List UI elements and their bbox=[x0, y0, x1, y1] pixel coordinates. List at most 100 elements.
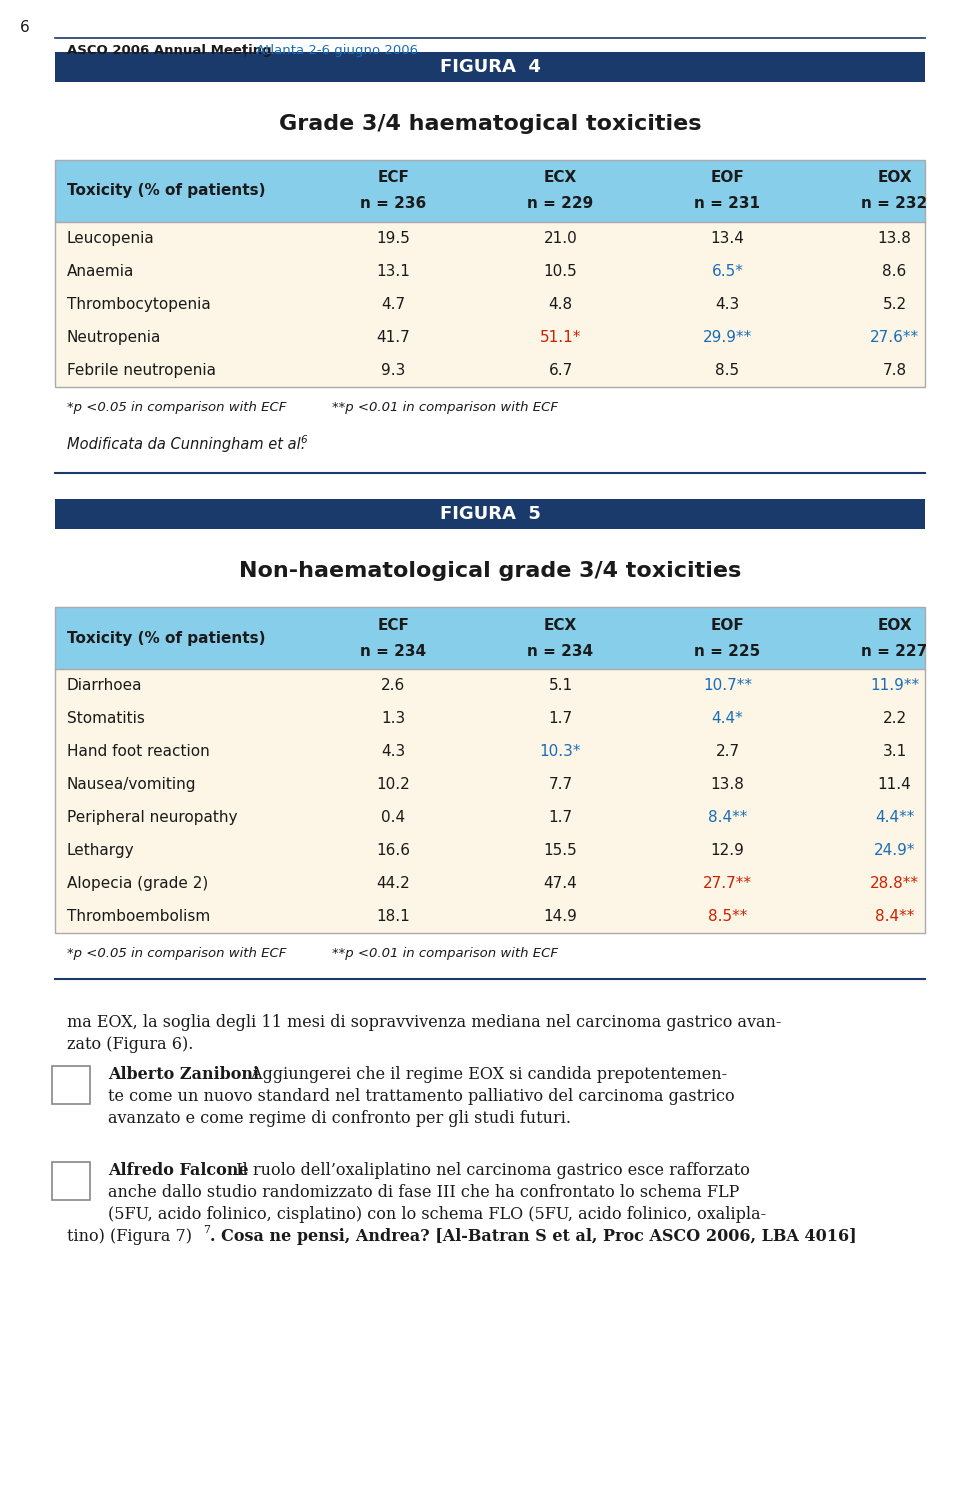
Text: FIGURA  4: FIGURA 4 bbox=[440, 58, 540, 76]
Text: n = 234: n = 234 bbox=[360, 644, 426, 659]
Text: 5.1: 5.1 bbox=[548, 678, 572, 693]
Text: ASCO 2006 Annual Meeting: ASCO 2006 Annual Meeting bbox=[67, 45, 272, 57]
Text: 2.2: 2.2 bbox=[882, 711, 906, 726]
Text: Peripheral neuropathy: Peripheral neuropathy bbox=[67, 810, 237, 825]
Text: ECX: ECX bbox=[544, 171, 577, 186]
Text: 16.6: 16.6 bbox=[376, 843, 411, 858]
Text: 11.9**: 11.9** bbox=[870, 678, 919, 693]
Text: n = 236: n = 236 bbox=[360, 196, 426, 211]
Text: Alberto Zaniboni: Alberto Zaniboni bbox=[108, 1066, 259, 1083]
Text: 5.2: 5.2 bbox=[882, 297, 906, 312]
Text: 6: 6 bbox=[300, 436, 306, 445]
Text: 7: 7 bbox=[203, 1225, 210, 1236]
Text: *p <0.05 in comparison with ECF: *p <0.05 in comparison with ECF bbox=[67, 401, 286, 413]
Text: 8.6: 8.6 bbox=[882, 265, 906, 280]
Text: 24.9*: 24.9* bbox=[874, 843, 915, 858]
Text: Febrile neutropenia: Febrile neutropenia bbox=[67, 363, 216, 378]
Text: 15.5: 15.5 bbox=[543, 843, 577, 858]
Text: tino) (Figura 7): tino) (Figura 7) bbox=[67, 1228, 192, 1245]
Text: Toxicity (% of patients): Toxicity (% of patients) bbox=[67, 183, 266, 198]
Text: 6.5*: 6.5* bbox=[711, 265, 743, 280]
FancyBboxPatch shape bbox=[55, 52, 925, 82]
Text: 6: 6 bbox=[20, 19, 30, 36]
Text: 51.1*: 51.1* bbox=[540, 330, 581, 345]
Text: ECF: ECF bbox=[377, 617, 409, 632]
Text: Grade 3/4 haematogical toxicities: Grade 3/4 haematogical toxicities bbox=[278, 114, 701, 134]
Text: zato (Figura 6).: zato (Figura 6). bbox=[67, 1036, 193, 1053]
Text: 47.4: 47.4 bbox=[543, 876, 577, 891]
Text: Thrombocytopenia: Thrombocytopenia bbox=[67, 297, 211, 312]
FancyBboxPatch shape bbox=[55, 500, 925, 529]
Text: Neutropenia: Neutropenia bbox=[67, 330, 161, 345]
Text: Thromboembolism: Thromboembolism bbox=[67, 909, 210, 923]
Text: **p <0.01 in comparison with ECF: **p <0.01 in comparison with ECF bbox=[332, 947, 558, 961]
Text: Nausea/vomiting: Nausea/vomiting bbox=[67, 778, 197, 793]
Text: n = 232: n = 232 bbox=[861, 196, 927, 211]
Text: Non-haematological grade 3/4 toxicities: Non-haematological grade 3/4 toxicities bbox=[239, 561, 741, 581]
Text: 12.9: 12.9 bbox=[710, 843, 744, 858]
Text: ma EOX, la soglia degli 11 mesi di sopravvivenza mediana nel carcinoma gastrico : ma EOX, la soglia degli 11 mesi di sopra… bbox=[67, 1014, 781, 1030]
Text: . Cosa ne pensi, Andrea? [Al-Batran S et al, Proc ASCO 2006, LBA 4016]: . Cosa ne pensi, Andrea? [Al-Batran S et… bbox=[210, 1228, 856, 1245]
Text: EOF: EOF bbox=[710, 171, 744, 186]
Text: Toxicity (% of patients): Toxicity (% of patients) bbox=[67, 630, 266, 645]
FancyBboxPatch shape bbox=[55, 222, 925, 387]
Text: n = 234: n = 234 bbox=[527, 644, 593, 659]
Text: 8.4**: 8.4** bbox=[708, 810, 747, 825]
Text: Diarrhoea: Diarrhoea bbox=[67, 678, 142, 693]
Text: Alopecia (grade 2): Alopecia (grade 2) bbox=[67, 876, 208, 891]
Text: |: | bbox=[242, 45, 247, 57]
Text: Lethargy: Lethargy bbox=[67, 843, 134, 858]
FancyBboxPatch shape bbox=[55, 669, 925, 932]
Text: 0.4: 0.4 bbox=[381, 810, 405, 825]
Text: Aggiungerei che il regime EOX si candida prepotentemen-: Aggiungerei che il regime EOX si candida… bbox=[246, 1066, 727, 1083]
Text: 11.4: 11.4 bbox=[877, 778, 911, 793]
Text: Modificata da Cunningham et al.: Modificata da Cunningham et al. bbox=[67, 437, 305, 452]
Text: 29.9**: 29.9** bbox=[703, 330, 752, 345]
Text: 8.4**: 8.4** bbox=[875, 909, 914, 923]
Text: 4.3: 4.3 bbox=[715, 297, 739, 312]
Text: **p <0.01 in comparison with ECF: **p <0.01 in comparison with ECF bbox=[332, 401, 558, 413]
Text: 27.7**: 27.7** bbox=[703, 876, 752, 891]
Text: EOF: EOF bbox=[710, 617, 744, 632]
Text: 7.7: 7.7 bbox=[548, 778, 572, 793]
Text: 28.8**: 28.8** bbox=[870, 876, 919, 891]
Text: 4.4*: 4.4* bbox=[711, 711, 743, 726]
Text: 27.6**: 27.6** bbox=[870, 330, 919, 345]
Text: FIGURA  5: FIGURA 5 bbox=[440, 506, 540, 523]
FancyBboxPatch shape bbox=[52, 1161, 90, 1200]
Text: n = 227: n = 227 bbox=[861, 644, 927, 659]
Text: n = 231: n = 231 bbox=[694, 196, 760, 211]
Text: EOX: EOX bbox=[877, 171, 912, 186]
Text: 2.7: 2.7 bbox=[715, 744, 739, 758]
Text: 4.3: 4.3 bbox=[381, 744, 406, 758]
Text: 1.3: 1.3 bbox=[381, 711, 406, 726]
Text: n = 225: n = 225 bbox=[694, 644, 760, 659]
Text: anche dallo studio randomizzato di fase III che ha confrontato lo schema FLP: anche dallo studio randomizzato di fase … bbox=[108, 1184, 739, 1201]
Text: (5FU, acido folinico, cisplatino) con lo schema FLO (5FU, acido folinico, oxalip: (5FU, acido folinico, cisplatino) con lo… bbox=[108, 1206, 766, 1222]
Text: 14.9: 14.9 bbox=[543, 909, 577, 923]
Text: 4.4**: 4.4** bbox=[875, 810, 914, 825]
Text: 3.1: 3.1 bbox=[882, 744, 906, 758]
Text: Alfredo Falcone: Alfredo Falcone bbox=[108, 1161, 249, 1179]
Text: 13.1: 13.1 bbox=[376, 265, 411, 280]
Text: 41.7: 41.7 bbox=[376, 330, 410, 345]
Text: Atlanta 2-6 giugno 2006: Atlanta 2-6 giugno 2006 bbox=[252, 45, 418, 57]
Text: 21.0: 21.0 bbox=[543, 230, 577, 245]
Text: 2.6: 2.6 bbox=[381, 678, 406, 693]
Text: Hand foot reaction: Hand foot reaction bbox=[67, 744, 209, 758]
Text: 13.8: 13.8 bbox=[710, 778, 744, 793]
Text: 4.8: 4.8 bbox=[548, 297, 572, 312]
Text: 13.4: 13.4 bbox=[710, 230, 744, 245]
Text: Leucopenia: Leucopenia bbox=[67, 230, 155, 245]
Text: 13.8: 13.8 bbox=[877, 230, 911, 245]
Text: 19.5: 19.5 bbox=[376, 230, 411, 245]
Text: te come un nuovo standard nel trattamento palliativo del carcinoma gastrico: te come un nuovo standard nel trattament… bbox=[108, 1088, 734, 1105]
FancyBboxPatch shape bbox=[55, 161, 925, 222]
Text: 6.7: 6.7 bbox=[548, 363, 572, 378]
Text: 8.5**: 8.5** bbox=[708, 909, 747, 923]
Text: Anaemia: Anaemia bbox=[67, 265, 134, 280]
Text: 10.5: 10.5 bbox=[543, 265, 577, 280]
Text: 1.7: 1.7 bbox=[548, 711, 572, 726]
Text: 7.8: 7.8 bbox=[882, 363, 906, 378]
Text: avanzato e come regime di confronto per gli studi futuri.: avanzato e come regime di confronto per … bbox=[108, 1109, 571, 1127]
